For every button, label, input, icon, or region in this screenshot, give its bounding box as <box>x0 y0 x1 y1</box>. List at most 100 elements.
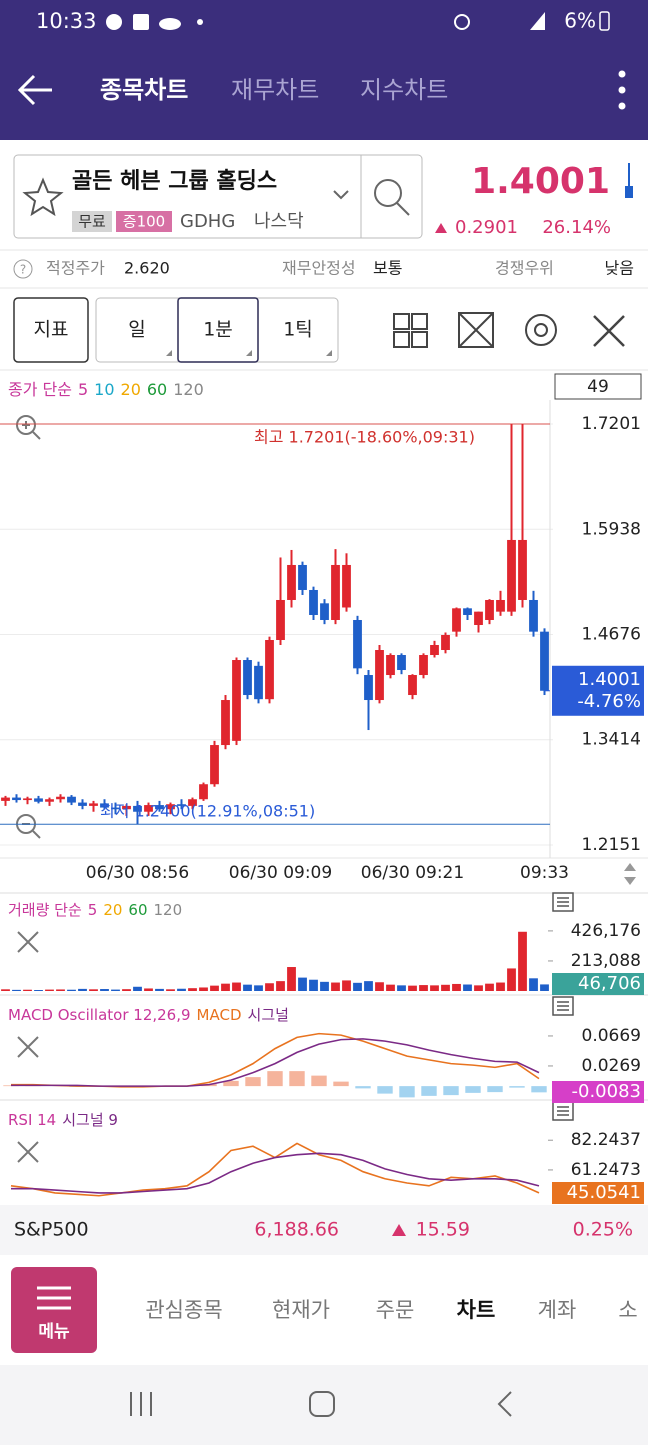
market: 나스닥 <box>254 211 304 232</box>
expand-icon[interactable] <box>458 312 494 348</box>
badge-text: -0.0083 <box>572 1081 641 1102</box>
legend-period: 20 <box>103 901 122 919</box>
bottom-tab[interactable]: 계좌 <box>538 1298 577 1322</box>
value-badge <box>552 665 644 716</box>
shape <box>22 421 41 440</box>
bottom-tab[interactable]: 현재가 <box>272 1298 330 1322</box>
tag: 무료 <box>78 213 106 231</box>
candle-body <box>199 784 208 800</box>
menu-button[interactable] <box>11 1267 97 1353</box>
dropdown[interactable] <box>333 190 349 200</box>
candle-body <box>276 599 285 641</box>
oscillator-bar <box>421 1086 437 1096</box>
candle-body <box>111 807 120 810</box>
candle-body <box>452 608 461 632</box>
status-icon <box>159 18 181 30</box>
tab[interactable]: 재무차트 <box>231 76 319 104</box>
help-icon[interactable] <box>13 259 33 279</box>
close-rsi[interactable] <box>17 1141 39 1163</box>
volume-bar <box>287 967 296 991</box>
info-value: 2.620 <box>124 259 170 278</box>
rsi-legend: RSI 14 시그널 9 <box>8 1111 118 1129</box>
nav-home[interactable] <box>309 1391 335 1417</box>
search-button[interactable] <box>374 179 410 216</box>
pane-menu[interactable] <box>552 1101 574 1121</box>
pane-menu[interactable] <box>552 996 574 1016</box>
candle-body <box>331 564 340 620</box>
candle-body <box>507 539 516 612</box>
period-button[interactable]: 1분 <box>203 319 233 341</box>
shape <box>396 202 410 216</box>
candle-body <box>540 631 549 691</box>
more-button[interactable] <box>618 70 626 110</box>
legend-period: 5 <box>78 380 88 399</box>
volume-bar <box>210 985 219 991</box>
candle-body <box>364 675 373 701</box>
candle-body <box>34 798 43 802</box>
shape <box>618 102 626 110</box>
info-label: 적정주가 <box>46 259 105 278</box>
shape <box>458 312 494 348</box>
volume-bar <box>45 989 54 991</box>
oscillator-bar <box>531 1086 547 1093</box>
nav-back[interactable] <box>497 1391 512 1417</box>
volume-bar <box>1 989 10 991</box>
back-button[interactable] <box>17 74 52 106</box>
volume-bar <box>276 981 285 991</box>
candle-body <box>353 619 362 669</box>
close-macd[interactable] <box>17 1036 39 1058</box>
badge-text: 46,706 <box>578 973 641 994</box>
series-line <box>11 1152 540 1194</box>
zoom-in[interactable] <box>16 415 41 440</box>
y-tick-label: 1.3414 <box>582 730 641 750</box>
candle-body <box>100 803 109 808</box>
period-button[interactable]: 1틱 <box>283 319 313 341</box>
volume-bar <box>441 984 450 991</box>
layout-icon[interactable] <box>393 313 428 348</box>
nav-bar <box>0 1365 648 1445</box>
value-badge <box>552 1182 644 1204</box>
period-button[interactable]: 일 <box>128 319 145 341</box>
legend-label: 종가 단순 <box>8 380 72 399</box>
favorite-star[interactable] <box>22 177 64 217</box>
nav-recent[interactable] <box>130 1392 152 1416</box>
candle-body <box>78 802 87 806</box>
candle-body <box>56 796 65 800</box>
tab[interactable]: 지수차트 <box>360 76 448 104</box>
period-selected[interactable] <box>177 297 259 363</box>
candle-body <box>67 796 76 803</box>
status-time: 10:33 <box>36 9 97 33</box>
volume-bar <box>265 983 274 991</box>
volume-bar <box>397 985 406 991</box>
legend-item: MACD <box>197 1006 242 1024</box>
settings-icon[interactable] <box>525 314 557 346</box>
tools-icon[interactable] <box>593 315 625 347</box>
legend-item: MACD Oscillator 12,26,9 <box>8 1006 191 1024</box>
shape <box>393 331 410 348</box>
volume-bar <box>144 988 153 991</box>
close-volume[interactable] <box>17 931 39 953</box>
volume-bar <box>529 978 538 991</box>
bottom-tab[interactable]: 소 <box>618 1298 637 1322</box>
candle-body <box>441 635 450 651</box>
tab-active[interactable]: 종목차트 <box>100 76 188 104</box>
x-tick-label: 09:33 <box>520 863 569 883</box>
zoom-out[interactable] <box>16 814 41 839</box>
shape <box>374 179 402 207</box>
macd-legend: MACD Oscillator 12,26,9 MACD 시그널 <box>8 1006 289 1024</box>
bottom-tab-active[interactable]: 차트 <box>457 1298 496 1322</box>
x-tick-label: 06/30 09:21 <box>361 863 464 883</box>
candle-body <box>408 675 417 696</box>
header-bg <box>0 0 648 140</box>
volume-bar <box>12 989 21 991</box>
scroll-arrows[interactable] <box>624 863 636 885</box>
bottom-tab[interactable]: 주문 <box>376 1298 415 1322</box>
candle-body <box>144 805 153 812</box>
bottom-tab[interactable]: 관심종목 <box>145 1298 222 1322</box>
indicator-button[interactable] <box>13 297 89 363</box>
pane-menu[interactable] <box>552 892 574 912</box>
volume-bar <box>342 980 351 991</box>
x-tick-label: 06/30 08:56 <box>86 863 189 883</box>
shape <box>166 350 172 356</box>
status-icon <box>454 14 470 30</box>
